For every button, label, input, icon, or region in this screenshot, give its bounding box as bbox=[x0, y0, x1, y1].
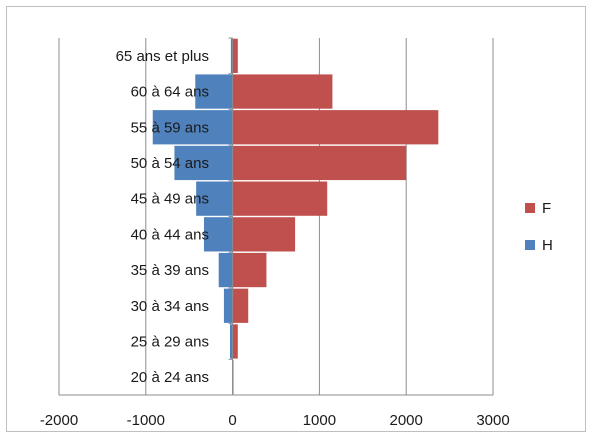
category-label: 55 à 59 ans bbox=[131, 119, 209, 136]
legend-label-f: F bbox=[542, 200, 551, 217]
legend-swatch-f bbox=[525, 203, 535, 213]
bar-h-1 bbox=[195, 74, 233, 109]
x-tick-label: -2000 bbox=[40, 412, 78, 429]
axis bbox=[59, 37, 493, 396]
bar-f-6 bbox=[232, 252, 267, 288]
x-tick-label: 2000 bbox=[390, 412, 423, 429]
x-tick-label: 0 bbox=[228, 412, 236, 429]
category-label: 65 ans et plus bbox=[116, 48, 209, 65]
category-label: 20 à 24 ans bbox=[131, 369, 209, 386]
bar-h-7 bbox=[223, 288, 233, 323]
category-label: 35 à 39 ans bbox=[131, 262, 209, 279]
bar-h-4 bbox=[196, 181, 233, 216]
bar-h-8 bbox=[229, 324, 233, 359]
category-label: 60 à 64 ans bbox=[131, 84, 209, 101]
bars bbox=[152, 38, 439, 395]
legend-swatch-h bbox=[525, 240, 535, 250]
bar-h-5 bbox=[203, 217, 233, 252]
category-label: 45 à 49 ans bbox=[131, 191, 209, 208]
bar-f-1 bbox=[232, 74, 333, 109]
category-label: 30 à 34 ans bbox=[131, 298, 209, 315]
bar-f-8 bbox=[232, 324, 238, 359]
bar-h-0 bbox=[230, 38, 233, 73]
bar-f-3 bbox=[232, 145, 407, 181]
category-labels: 65 ans et plus 60 à 64 ans 55 à 59 ans 50 à… bbox=[116, 48, 209, 386]
bar-f-0 bbox=[232, 38, 238, 73]
bar-f-5 bbox=[232, 217, 296, 252]
legend-label-h: H bbox=[542, 237, 553, 254]
bar-f-2 bbox=[232, 110, 439, 145]
x-tick-labels: -2000 -1000 0 1000 2000 3000 bbox=[40, 412, 510, 429]
bar-h-3 bbox=[174, 145, 233, 181]
legend: FH bbox=[525, 200, 553, 254]
x-tick-label: -1000 bbox=[127, 412, 165, 429]
category-label: 50 à 54 ans bbox=[131, 155, 209, 172]
bar-h-6 bbox=[218, 252, 233, 288]
x-tick-label: 3000 bbox=[476, 412, 509, 429]
bar-f-4 bbox=[232, 181, 328, 216]
x-tick-label: 1000 bbox=[303, 412, 336, 429]
bar-h-2 bbox=[152, 110, 233, 145]
category-label: 25 à 29 ans bbox=[131, 333, 209, 350]
bar-f-7 bbox=[232, 288, 249, 323]
category-label: 40 à 44 ans bbox=[131, 226, 209, 243]
